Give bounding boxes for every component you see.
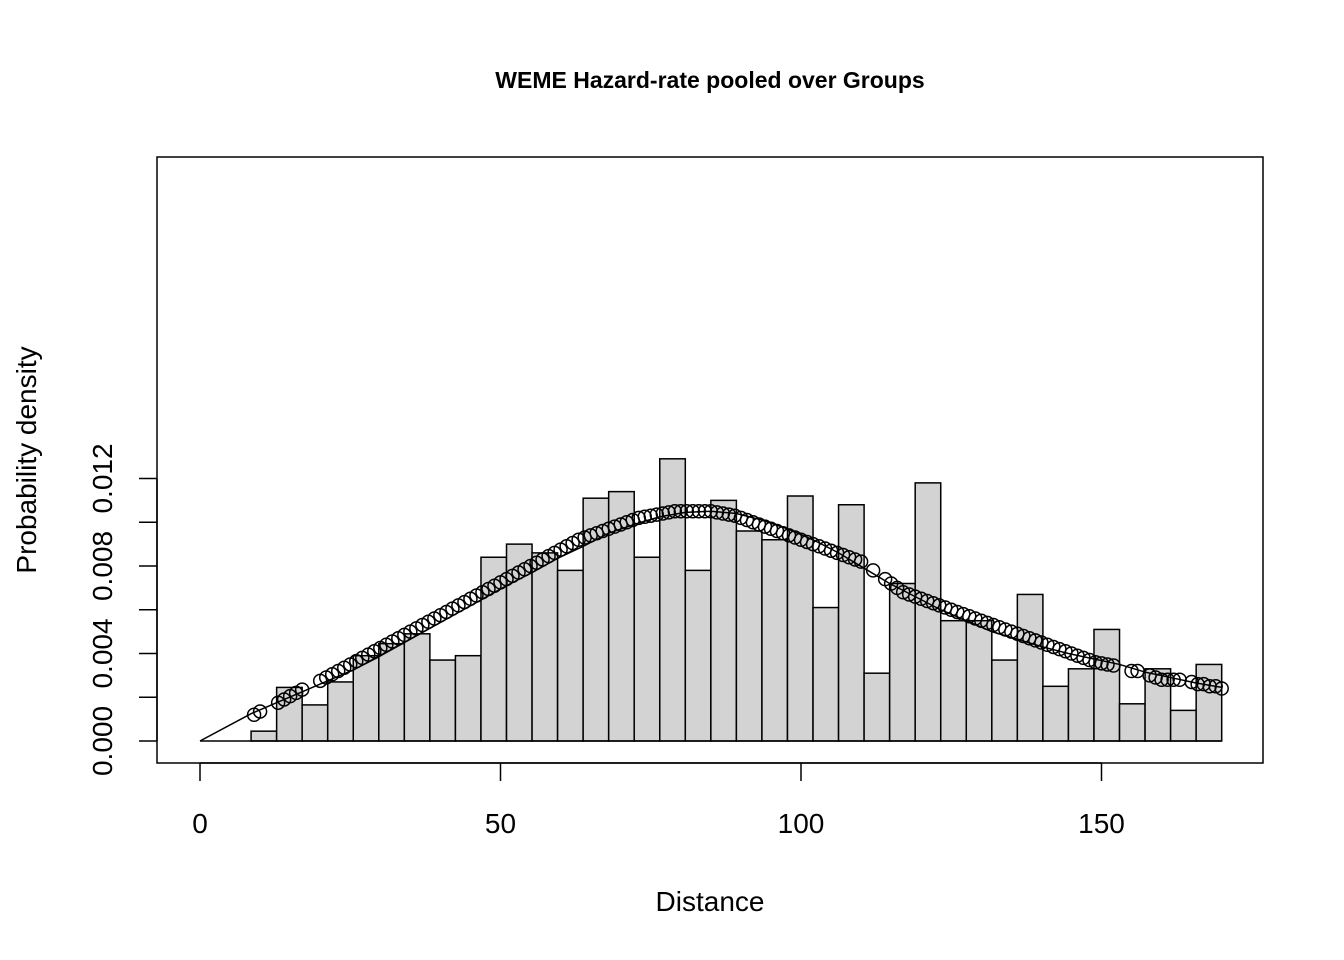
- observed-point: [679, 504, 695, 519]
- histogram-bar: [991, 659, 1019, 742]
- histogram-bar: [556, 569, 584, 742]
- observed-point: [294, 682, 310, 697]
- histogram-bar: [863, 672, 891, 742]
- histogram-bar: [403, 633, 431, 742]
- observed-point: [1208, 679, 1223, 694]
- histogram-bar: [914, 482, 942, 742]
- histogram-bar: [1067, 668, 1095, 742]
- histogram-bar: [939, 619, 968, 742]
- histogram-bar: [1093, 628, 1121, 742]
- x-tick-label: 100: [778, 808, 825, 839]
- histogram-bar: [965, 619, 993, 742]
- observed-point: [853, 554, 869, 569]
- observed-point: [685, 504, 701, 519]
- histogram-bar: [659, 458, 687, 742]
- y-tick-label: 0.000: [87, 706, 118, 776]
- observed-point: [1124, 663, 1139, 679]
- histogram-bar: [378, 642, 406, 742]
- histogram-bar: [1195, 663, 1223, 742]
- histogram-bar: [633, 556, 661, 742]
- y-tick-label: 0.008: [87, 531, 118, 601]
- observed-point: [1166, 672, 1181, 687]
- x-tick-label: 150: [1078, 808, 1125, 839]
- histogram-bar: [301, 704, 329, 742]
- histogram-bar: [454, 654, 482, 742]
- histogram-bar: [326, 681, 354, 742]
- observed-point: [667, 504, 683, 519]
- histogram-bar: [837, 504, 865, 742]
- observed-point: [691, 504, 707, 519]
- y-tick-label: 0.004: [87, 618, 118, 688]
- x-tick-label: 50: [485, 808, 516, 839]
- x-tick-label: 0: [192, 808, 208, 839]
- histogram-bar: [761, 539, 789, 742]
- histogram-bar: [735, 530, 763, 742]
- histogram-bar: [1169, 709, 1197, 742]
- histogram-bar: [429, 659, 457, 742]
- observed-point: [697, 504, 713, 519]
- observed-point: [1154, 672, 1169, 687]
- observed-point: [847, 552, 863, 567]
- observed-point: [1106, 658, 1121, 673]
- observed-point: [661, 505, 677, 520]
- observed-point: [865, 563, 881, 578]
- x-axis: 0 50 100 150: [192, 762, 1125, 839]
- histogram-bar: [786, 495, 814, 742]
- chart-title: WEME Hazard-rate pooled over Groups: [495, 67, 924, 93]
- observed-point: [252, 704, 268, 719]
- observed-point: [1160, 672, 1175, 687]
- histogram-bars: [200, 458, 1223, 742]
- observed-points: [246, 504, 1229, 722]
- histogram-bar: [1016, 593, 1044, 742]
- histogram-bar: [250, 730, 278, 742]
- y-tick-label: 0.012: [87, 443, 118, 513]
- histogram-bar: [531, 552, 559, 742]
- histogram-bar: [684, 569, 712, 742]
- y-axis: 0.000 0.004 0.008 0.012: [87, 443, 158, 776]
- observed-point: [1100, 657, 1115, 672]
- y-axis-title: Probability density: [11, 346, 42, 573]
- histogram-bar: [812, 606, 840, 742]
- x-axis-title: Distance: [656, 886, 765, 917]
- observed-point: [1214, 681, 1229, 696]
- histogram-bar: [710, 499, 738, 742]
- observed-point: [673, 504, 689, 519]
- histogram-bar: [1042, 685, 1070, 742]
- histogram-bar: [888, 582, 916, 742]
- histogram-bar: [1118, 703, 1146, 742]
